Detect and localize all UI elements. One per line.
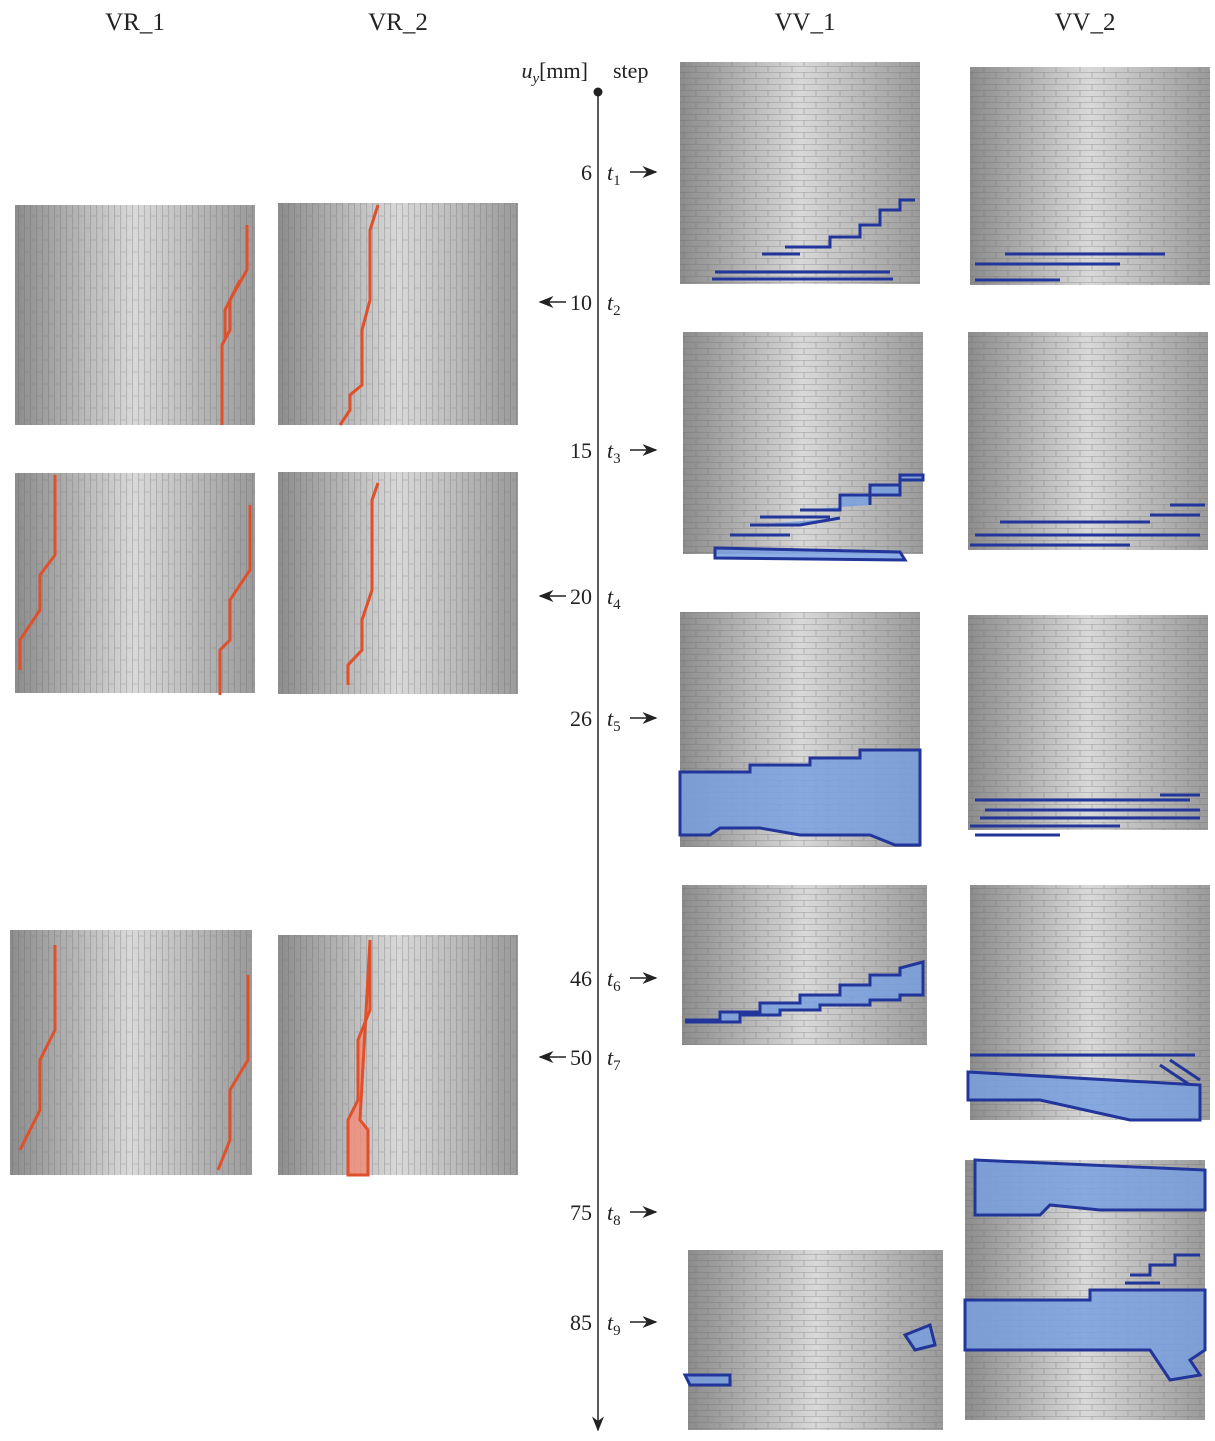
step-symbol: t bbox=[607, 1200, 614, 1225]
displacement-value: 26 bbox=[570, 706, 592, 731]
step-symbol: t bbox=[607, 438, 614, 463]
crack bbox=[712, 198, 915, 281]
wall-bricks bbox=[10, 930, 252, 1175]
displacement-value: 85 bbox=[570, 1310, 592, 1335]
wall-image bbox=[968, 615, 1208, 830]
crack bbox=[973, 1158, 1207, 1217]
axis-origin bbox=[593, 87, 603, 97]
step-subscript: 1 bbox=[613, 173, 621, 189]
crack bbox=[346, 482, 380, 685]
symbol: u bbox=[521, 58, 532, 83]
wall-bricks bbox=[278, 935, 518, 1175]
step-subscript: 8 bbox=[613, 1213, 621, 1229]
wall-bricks bbox=[683, 332, 923, 554]
step-symbol: t bbox=[607, 1045, 614, 1070]
step-name: t6 bbox=[607, 966, 621, 995]
crack bbox=[966, 1070, 1202, 1122]
crack bbox=[685, 960, 925, 1024]
step-name: t4 bbox=[607, 584, 621, 613]
step-name: t5 bbox=[607, 706, 621, 735]
step-name: t1 bbox=[607, 160, 621, 189]
crack bbox=[18, 475, 252, 695]
wall-bricks bbox=[278, 203, 518, 425]
step-subscript: 4 bbox=[613, 597, 621, 613]
column-header: VR_2 bbox=[368, 9, 428, 36]
step-subscript: 6 bbox=[613, 979, 621, 995]
column-header: VV_1 bbox=[774, 9, 835, 36]
crack bbox=[1125, 1253, 1200, 1285]
displacement-value: 50 bbox=[570, 1045, 592, 1070]
wall-image bbox=[688, 1250, 943, 1430]
crack bbox=[678, 748, 922, 847]
step-subscript: 7 bbox=[613, 1058, 621, 1074]
crack bbox=[963, 1288, 1207, 1382]
wall-bricks bbox=[15, 205, 255, 425]
wall-bricks bbox=[278, 472, 518, 694]
step-name: t8 bbox=[607, 1200, 621, 1229]
step-subscript: 2 bbox=[613, 303, 621, 319]
displacement-value: 46 bbox=[570, 966, 592, 991]
displacement-label: uy[mm] bbox=[521, 58, 588, 87]
displacement-value: 15 bbox=[570, 438, 592, 463]
wall-image bbox=[970, 67, 1210, 285]
step-name: t7 bbox=[607, 1045, 621, 1074]
step-symbol: t bbox=[607, 706, 614, 731]
crack bbox=[338, 204, 380, 426]
step-name: t2 bbox=[607, 290, 621, 319]
displacement-value: 6 bbox=[581, 160, 592, 185]
crack bbox=[970, 503, 1205, 547]
wall-image bbox=[15, 473, 255, 693]
wall-image bbox=[683, 332, 923, 554]
subscript: y bbox=[530, 71, 539, 87]
labels: VR_1 VR_2 VV_1 VV_2 uy[mm] step bbox=[105, 9, 1115, 87]
wall-bricks bbox=[968, 615, 1208, 830]
step-subscript: 9 bbox=[613, 1323, 621, 1339]
step-symbol: t bbox=[607, 584, 614, 609]
column-header: VV_2 bbox=[1054, 9, 1115, 36]
crack bbox=[18, 945, 250, 1171]
column-header: VR_1 bbox=[105, 9, 165, 36]
wall-image bbox=[278, 472, 518, 694]
wall-bricks bbox=[968, 332, 1208, 550]
wall-image bbox=[278, 203, 518, 425]
step-symbol: t bbox=[607, 160, 614, 185]
wall-image bbox=[278, 935, 518, 1175]
wall-image bbox=[15, 205, 255, 425]
step-name: t3 bbox=[607, 438, 621, 467]
wall-image bbox=[680, 62, 920, 284]
wall-image bbox=[10, 930, 252, 1175]
crack bbox=[713, 473, 925, 562]
step-symbol: t bbox=[607, 1310, 614, 1335]
crack bbox=[682, 1322, 937, 1387]
unit: [mm] bbox=[539, 58, 588, 83]
wall-image bbox=[968, 332, 1208, 550]
wall-image bbox=[682, 885, 927, 1045]
step-name: t9 bbox=[607, 1310, 621, 1339]
wall-bricks bbox=[688, 1250, 943, 1430]
displacement-value: 75 bbox=[570, 1200, 592, 1225]
wall-images bbox=[10, 62, 1210, 1430]
wall-bricks bbox=[680, 62, 920, 284]
crack bbox=[346, 939, 372, 1177]
wall-bricks bbox=[970, 67, 1210, 285]
step-symbol: t bbox=[607, 290, 614, 315]
crack bbox=[970, 1053, 1201, 1087]
step-symbol: t bbox=[607, 966, 614, 991]
displacement-value: 10 bbox=[570, 290, 592, 315]
step-subscript: 5 bbox=[613, 719, 621, 735]
crack bbox=[220, 225, 249, 425]
step-label: step bbox=[613, 58, 648, 83]
displacement-value: 20 bbox=[570, 584, 592, 609]
crack bbox=[975, 252, 1165, 282]
crack bbox=[970, 793, 1200, 837]
step-subscript: 3 bbox=[613, 451, 621, 467]
